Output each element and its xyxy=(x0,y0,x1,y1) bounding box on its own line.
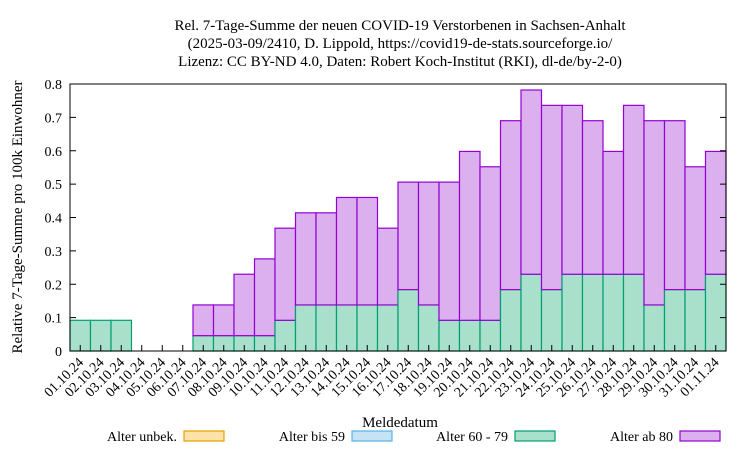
bar-alter-ab-80-27-10-24 xyxy=(602,150,625,275)
chart-title-line-2: (2025-03-09/2410, D. Lippold, https://co… xyxy=(188,36,613,52)
bar-alter-60-79-24-10-24 xyxy=(540,288,563,352)
legend-swatch xyxy=(679,430,721,442)
chart-title-line-3: Lizenz: CC BY-ND 4.0, Daten: Robert Koch… xyxy=(178,54,622,70)
bar-alter-ab-80-28-10-24 xyxy=(622,104,645,275)
bar-alter-ab-80-12-10-24 xyxy=(294,212,317,306)
y-axis: 0 0.1 0.2 0.3 0.4 0.5 0.6 0.7 0.8 xyxy=(45,78,726,360)
y-tick-label: 0.7 xyxy=(45,111,63,126)
bar-alter-ab-80-08-10-24 xyxy=(212,304,235,337)
bar-alter-60-79-14-10-24 xyxy=(335,304,358,352)
legend-swatch xyxy=(351,430,393,442)
bar-alter-60-79-31-10-24 xyxy=(684,288,707,352)
bar-alter-60-79-27-10-24 xyxy=(602,273,625,352)
bar-alter-ab-80-22-10-24 xyxy=(499,120,522,291)
y-tick-label: 0.1 xyxy=(45,312,63,327)
legend-label: Alter bis 59 xyxy=(279,430,345,445)
legend-label: Alter ab 80 xyxy=(610,430,673,445)
bar-alter-60-79-13-10-24 xyxy=(315,304,338,352)
legend-label: Alter unbek. xyxy=(107,430,177,445)
bar-alter-60-79-17-10-24 xyxy=(397,288,420,352)
bar-alter-ab-80-29-10-24 xyxy=(643,120,666,306)
y-tick-label: 0.5 xyxy=(45,178,63,193)
bar-alter-60-79-12-10-24 xyxy=(294,304,317,352)
bar-alter-60-79-18-10-24 xyxy=(417,304,440,352)
bar-alter-60-79-26-10-24 xyxy=(581,273,604,352)
bar-alter-ab-80-09-10-24 xyxy=(233,273,256,337)
bar-alter-60-79-22-10-24 xyxy=(499,288,522,352)
bar-alter-60-79-30-10-24 xyxy=(663,288,686,352)
bar-alter-ab-80-16-10-24 xyxy=(376,227,399,306)
bar-alter-ab-80-01-11-24 xyxy=(704,150,727,275)
bar-alter-ab-80-24-10-24 xyxy=(540,104,563,291)
bar-alter-ab-80-30-10-24 xyxy=(663,120,686,291)
y-tick-label: 0.4 xyxy=(45,212,63,227)
bar-alter-60-79-28-10-24 xyxy=(622,273,645,352)
bar-alter-ab-80-13-10-24 xyxy=(315,212,338,306)
chart-title-line-1: Rel. 7-Tage-Summe der neuen COVID-19 Ver… xyxy=(174,18,626,34)
y-tick-label: 0.3 xyxy=(45,245,63,260)
bar-alter-ab-80-10-10-24 xyxy=(253,258,276,337)
y-tick-label: 0.2 xyxy=(45,278,63,293)
bar-alter-ab-80-19-10-24 xyxy=(438,181,461,321)
bar-alter-ab-80-23-10-24 xyxy=(520,89,543,275)
legend: Alter unbek. Alter bis 59 Alter 60 - 79 Alt… xyxy=(107,430,721,445)
bar-alter-ab-80-31-10-24 xyxy=(684,166,707,291)
bar-alter-ab-80-07-10-24 xyxy=(192,304,215,337)
bar-alter-60-79-15-10-24 xyxy=(356,304,379,352)
bar-alter-ab-80-18-10-24 xyxy=(417,181,440,306)
plot-frame xyxy=(69,83,727,352)
bar-alter-60-79-25-10-24 xyxy=(561,273,584,352)
legend-swatch xyxy=(183,430,225,442)
y-tick-label: 0.8 xyxy=(45,78,63,93)
bar-alter-ab-80-21-10-24 xyxy=(479,166,502,321)
bar-alter-ab-80-15-10-24 xyxy=(356,196,379,306)
bar-alter-60-79-16-10-24 xyxy=(376,304,399,352)
x-axis: 01.10.2402.10.2403.10.2404.10.2405.10.24… xyxy=(42,345,723,400)
bar-alter-60-79-23-10-24 xyxy=(520,273,543,352)
bar-alter-60-79-01-11-24 xyxy=(704,273,727,352)
bar-alter-ab-80-11-10-24 xyxy=(274,227,297,321)
bars-group xyxy=(69,89,727,352)
y-axis-label: Relative 7-Tage-Summe pro 100k Einwohner xyxy=(10,80,26,353)
bar-alter-ab-80-20-10-24 xyxy=(458,150,481,321)
bar-alter-ab-80-17-10-24 xyxy=(397,181,420,291)
y-tick-label: 0.6 xyxy=(45,145,63,160)
legend-swatch xyxy=(514,430,556,442)
bar-alter-ab-80-26-10-24 xyxy=(581,120,604,275)
bar-alter-ab-80-14-10-24 xyxy=(335,196,358,306)
legend-label: Alter 60 - 79 xyxy=(436,430,508,445)
bar-alter-ab-80-25-10-24 xyxy=(561,104,584,275)
bar-alter-60-79-29-10-24 xyxy=(643,304,666,352)
y-tick-label: 0 xyxy=(55,345,62,360)
x-axis-label: Meldedatum xyxy=(362,415,438,431)
